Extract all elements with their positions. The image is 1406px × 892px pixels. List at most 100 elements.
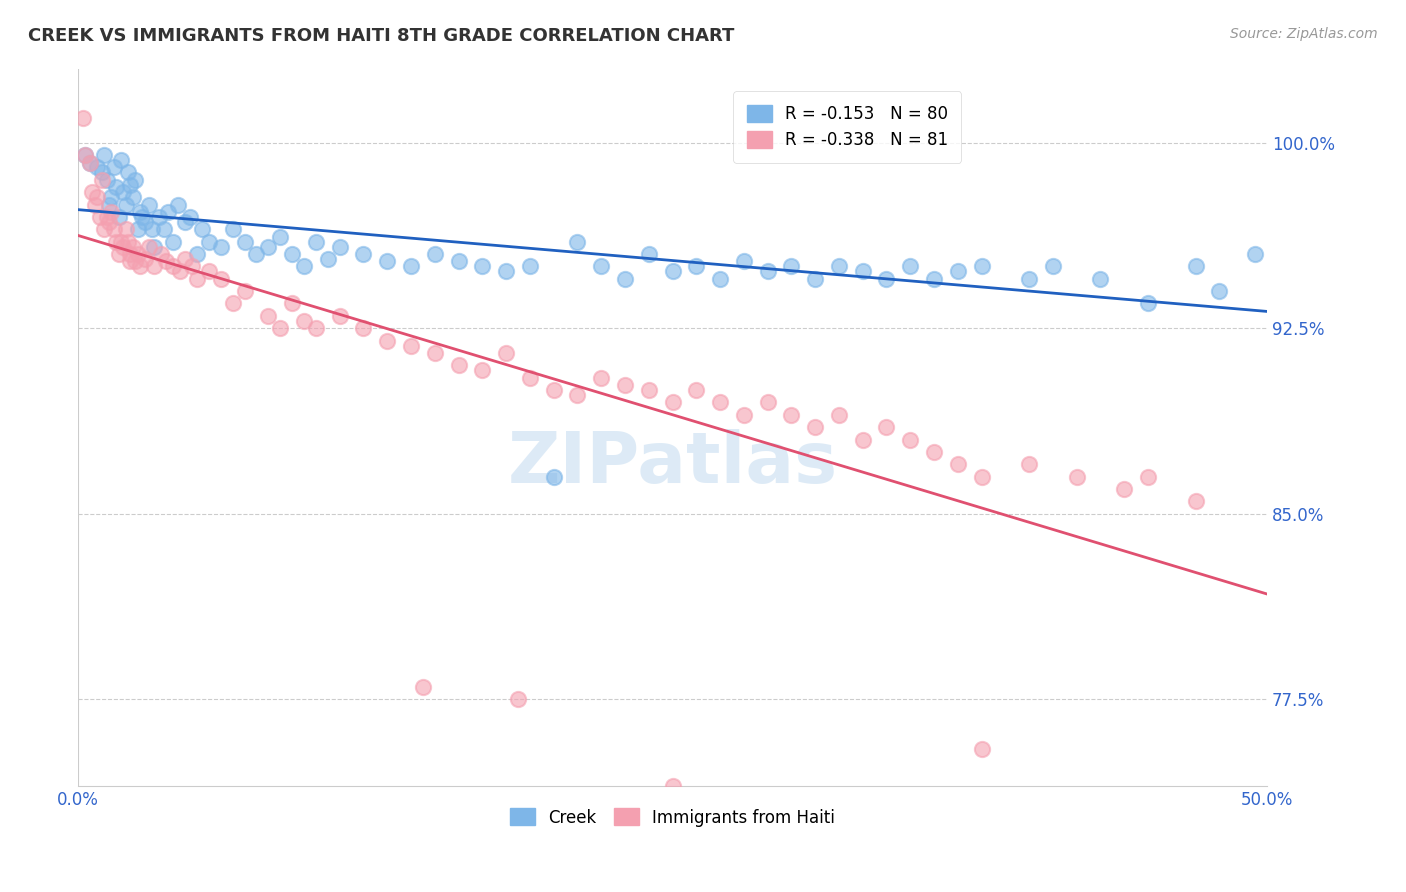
Point — [127, 222, 149, 236]
Point — [129, 205, 152, 219]
Point — [661, 779, 683, 793]
Point — [780, 408, 803, 422]
Point — [567, 235, 589, 249]
Point — [110, 235, 132, 249]
Point — [120, 247, 142, 261]
Point — [233, 284, 256, 298]
Point — [329, 309, 352, 323]
Point — [117, 165, 139, 179]
Point — [86, 190, 108, 204]
Point — [305, 235, 328, 249]
Point — [471, 260, 494, 274]
Point — [292, 260, 315, 274]
Legend: Creek, Immigrants from Haiti: Creek, Immigrants from Haiti — [502, 800, 844, 835]
Point — [709, 395, 731, 409]
Point — [828, 260, 851, 274]
Point — [103, 161, 125, 175]
Point — [1090, 272, 1112, 286]
Point — [198, 235, 221, 249]
Point — [281, 247, 304, 261]
Point — [519, 260, 541, 274]
Point — [93, 148, 115, 162]
Point — [1018, 457, 1040, 471]
Point — [685, 260, 707, 274]
Point — [852, 433, 875, 447]
Point — [82, 185, 104, 199]
Text: Source: ZipAtlas.com: Source: ZipAtlas.com — [1230, 27, 1378, 41]
Point — [75, 148, 97, 162]
Point — [112, 185, 135, 199]
Point — [591, 370, 613, 384]
Point — [98, 197, 121, 211]
Point — [107, 247, 129, 261]
Point — [423, 247, 446, 261]
Point — [148, 210, 170, 224]
Point — [970, 260, 993, 274]
Point — [209, 272, 232, 286]
Point — [179, 210, 201, 224]
Point — [100, 190, 122, 204]
Point — [127, 247, 149, 261]
Point — [79, 155, 101, 169]
Point — [375, 254, 398, 268]
Point — [90, 173, 112, 187]
Point — [90, 165, 112, 179]
Point — [79, 155, 101, 169]
Point — [281, 296, 304, 310]
Point — [257, 309, 280, 323]
Point — [96, 210, 118, 224]
Point — [922, 445, 945, 459]
Point — [112, 239, 135, 253]
Point — [86, 161, 108, 175]
Point — [162, 235, 184, 249]
Point — [121, 190, 143, 204]
Point — [970, 469, 993, 483]
Point — [1042, 260, 1064, 274]
Point — [305, 321, 328, 335]
Point — [780, 260, 803, 274]
Point — [661, 395, 683, 409]
Point — [733, 408, 755, 422]
Point — [352, 247, 374, 261]
Point — [233, 235, 256, 249]
Point — [1137, 469, 1160, 483]
Point — [637, 383, 659, 397]
Point — [316, 252, 339, 266]
Point — [412, 680, 434, 694]
Point — [114, 197, 136, 211]
Point — [352, 321, 374, 335]
Point — [329, 239, 352, 253]
Point — [685, 383, 707, 397]
Point — [100, 205, 122, 219]
Point — [89, 210, 111, 224]
Point — [946, 264, 969, 278]
Point — [124, 254, 146, 268]
Point — [105, 235, 128, 249]
Point — [375, 334, 398, 348]
Point — [174, 252, 197, 266]
Point — [567, 388, 589, 402]
Point — [120, 254, 142, 268]
Point — [506, 692, 529, 706]
Point — [613, 378, 636, 392]
Point — [591, 260, 613, 274]
Point — [72, 111, 94, 125]
Point — [221, 296, 243, 310]
Point — [269, 229, 291, 244]
Point — [756, 395, 779, 409]
Point — [1018, 272, 1040, 286]
Point — [120, 178, 142, 192]
Point — [756, 264, 779, 278]
Point — [709, 272, 731, 286]
Point — [804, 420, 827, 434]
Point — [138, 197, 160, 211]
Point — [129, 260, 152, 274]
Point — [423, 346, 446, 360]
Point — [1114, 482, 1136, 496]
Point — [257, 239, 280, 253]
Point — [75, 148, 97, 162]
Point — [152, 222, 174, 236]
Point — [292, 314, 315, 328]
Point — [131, 210, 153, 224]
Point — [898, 260, 921, 274]
